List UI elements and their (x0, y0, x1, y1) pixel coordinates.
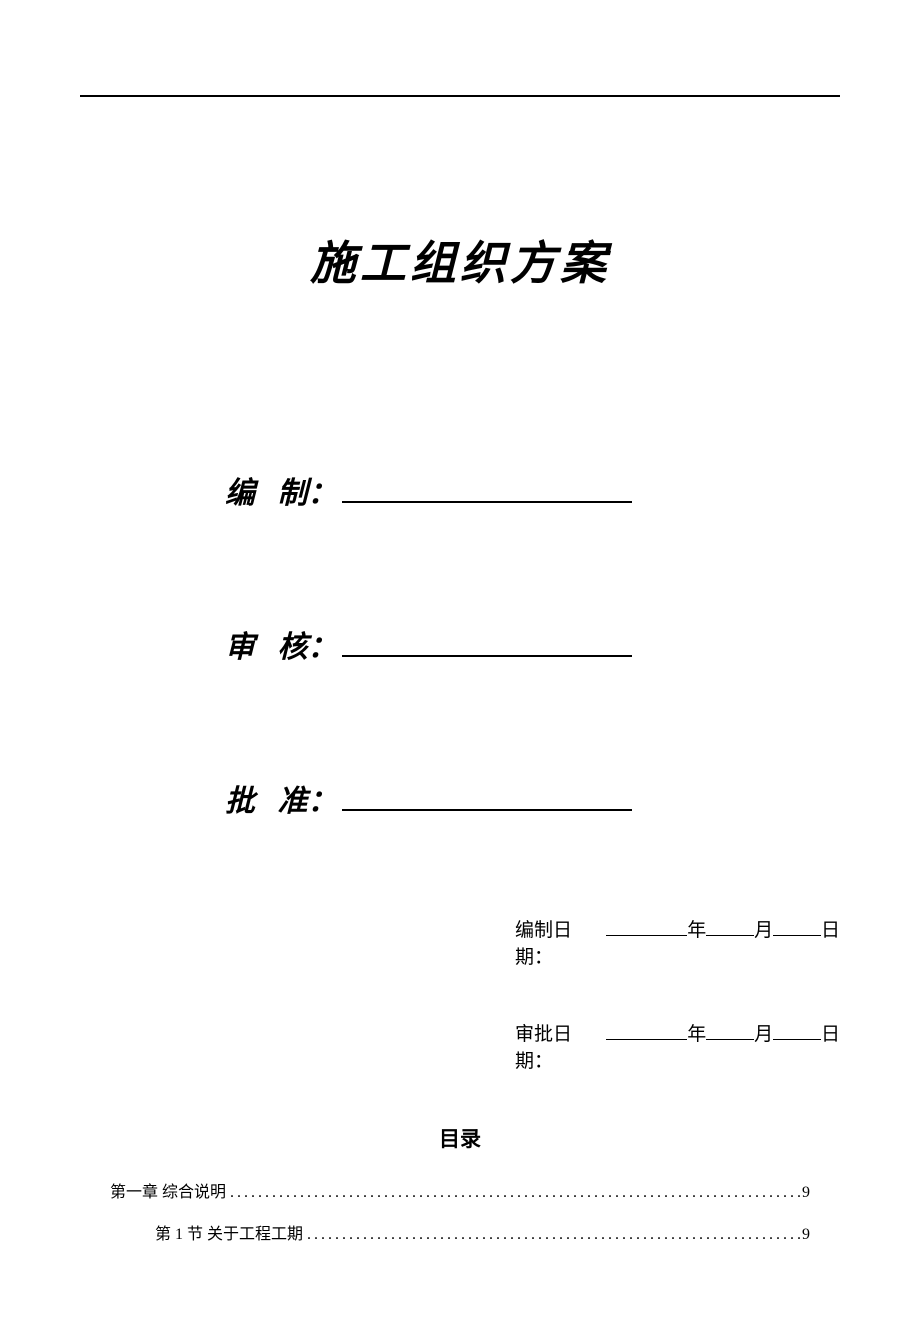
toc-heading: 目录 (80, 1123, 840, 1153)
signature-block: 编 制： 审 核： 批 准： (225, 468, 840, 820)
approve-label: 批 准： (225, 776, 338, 820)
toc-entry-2: 第 1 节 关于工程工期 9 (155, 1220, 810, 1244)
toc-entry-text: 第 1 节 关于工程工期 (155, 1220, 303, 1244)
month-label: 月 (754, 915, 773, 942)
approve-month-line (706, 1039, 754, 1040)
document-title: 施工组织方案 (80, 227, 840, 293)
compile-date-label: 编制日期： (515, 915, 606, 969)
compile-month-line (706, 935, 754, 936)
year-label-2: 年 (687, 1019, 706, 1046)
month-label-2: 月 (754, 1019, 773, 1046)
approve-date-row: 审批日期： 年 月 日 (515, 1019, 840, 1073)
compile-day-line (773, 935, 821, 936)
compile-year-line (606, 935, 687, 936)
toc-dots (303, 1226, 802, 1244)
review-signature-line (342, 655, 632, 657)
toc-entry-text: 第一章 综合说明 (110, 1178, 226, 1202)
toc-entry-1: 第一章 综合说明 9 (110, 1178, 810, 1202)
compile-label: 编 制： (225, 468, 338, 512)
document-page: 施工组织方案 编 制： 审 核： 批 准： 编制日期： 年 月 日 审批日期： (0, 0, 920, 1322)
approve-signature-row: 批 准： (225, 776, 840, 820)
approve-signature-line (342, 809, 632, 811)
approve-day-line (773, 1039, 821, 1040)
toc-dots (226, 1184, 802, 1202)
review-label: 审 核： (225, 622, 338, 666)
compile-signature-row: 编 制： (225, 468, 840, 512)
review-signature-row: 审 核： (225, 622, 840, 666)
header-rule (80, 95, 840, 97)
year-label: 年 (687, 915, 706, 942)
compile-date-row: 编制日期： 年 月 日 (515, 915, 840, 969)
date-block: 编制日期： 年 月 日 审批日期： 年 月 日 (515, 915, 840, 1073)
toc-entry-page: 9 (802, 1184, 810, 1202)
toc-entry-page: 9 (802, 1226, 810, 1244)
compile-signature-line (342, 501, 632, 503)
approve-year-line (606, 1039, 687, 1040)
approve-date-label: 审批日期： (515, 1019, 606, 1073)
day-label-2: 日 (821, 1019, 840, 1046)
day-label: 日 (821, 915, 840, 942)
